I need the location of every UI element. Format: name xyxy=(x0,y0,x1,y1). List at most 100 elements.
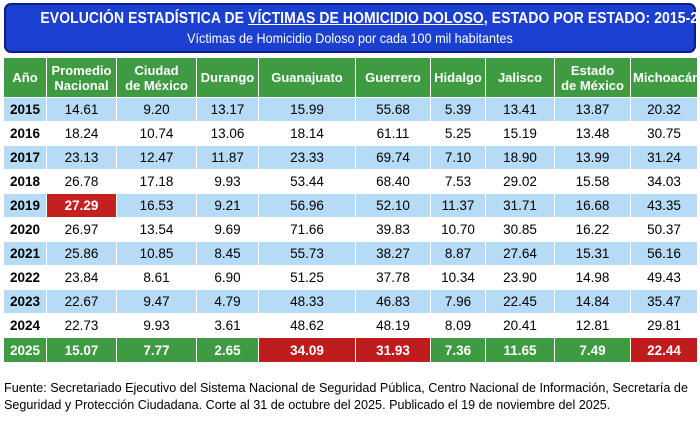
value-cell: 7.53 xyxy=(430,169,486,194)
value-cell: 23.90 xyxy=(485,265,555,290)
title-underlined: VÍCTIMAS DE HOMICIDIO DOLOSO xyxy=(248,10,484,27)
value-cell: 5.25 xyxy=(430,121,486,146)
value-cell: 61.11 xyxy=(355,121,431,146)
value-cell: 29.81 xyxy=(630,313,698,338)
value-cell: 48.33 xyxy=(258,289,356,314)
value-cell: 15.19 xyxy=(485,121,555,146)
value-cell: 43.35 xyxy=(630,193,698,218)
value-cell: 55.73 xyxy=(258,241,356,266)
value-cell: 13.87 xyxy=(554,97,631,122)
value-cell: 6.90 xyxy=(196,265,259,290)
value-cell: 8.09 xyxy=(430,313,486,338)
column-header-line: Promedio xyxy=(51,62,112,78)
value-cell: 3.61 xyxy=(196,313,259,338)
table-row: 2016 18.24 10.74 13.06 18.14 61.11 5.25 15.19 13… xyxy=(3,121,698,146)
value-cell: 14.84 xyxy=(554,289,631,314)
year-cell: 2022 xyxy=(3,265,47,290)
value-cell: 34.09 xyxy=(258,337,356,363)
value-cell: 7.36 xyxy=(430,337,486,363)
year-cell: 2025 xyxy=(3,337,47,363)
column-header: Jalisco xyxy=(485,57,555,98)
value-cell: 14.61 xyxy=(46,97,117,122)
value-cell: 46.83 xyxy=(355,289,431,314)
table-body: 2015 14.61 9.20 13.17 15.99 55.68 5.39 13.41 13.… xyxy=(3,97,698,363)
value-cell: 15.07 xyxy=(46,337,117,363)
value-cell: 12.81 xyxy=(554,313,631,338)
column-header-line: Nacional xyxy=(54,77,109,93)
value-cell: 4.79 xyxy=(196,289,259,314)
value-cell: 9.69 xyxy=(196,217,259,242)
column-header-line: Estado xyxy=(570,62,615,78)
value-cell: 11.37 xyxy=(430,193,486,218)
table-row: 2019 27.29 16.53 9.21 56.96 52.10 11.37 31.71 16… xyxy=(3,193,698,218)
title-banner: EVOLUCIÓN ESTADÍSTICA DE VÍCTIMAS DE HOM… xyxy=(4,3,700,53)
value-cell: 26.78 xyxy=(46,169,117,194)
value-cell: 31.24 xyxy=(630,145,698,170)
value-cell: 22.67 xyxy=(46,289,117,314)
value-cell: 17.18 xyxy=(116,169,197,194)
value-cell: 7.10 xyxy=(430,145,486,170)
year-cell: 2015 xyxy=(3,97,47,122)
value-cell: 50.37 xyxy=(630,217,698,242)
value-cell: 48.62 xyxy=(258,313,356,338)
value-cell: 2.65 xyxy=(196,337,259,363)
table-row: 2022 23.84 8.61 6.90 51.25 37.78 10.34 23.90 14.… xyxy=(3,265,698,290)
column-header: Ciudad de México xyxy=(116,57,197,98)
value-cell: 16.68 xyxy=(554,193,631,218)
value-cell: 49.43 xyxy=(630,265,698,290)
value-cell: 68.40 xyxy=(355,169,431,194)
value-cell: 23.84 xyxy=(46,265,117,290)
column-header: Promedio Nacional xyxy=(46,57,117,98)
value-cell: 7.77 xyxy=(116,337,197,363)
table-row: 2018 26.78 17.18 9.93 53.44 68.40 7.53 29.02 15.… xyxy=(3,169,698,194)
value-cell: 31.93 xyxy=(355,337,431,363)
value-cell: 56.16 xyxy=(630,241,698,266)
value-cell: 18.24 xyxy=(46,121,117,146)
value-cell: 30.75 xyxy=(630,121,698,146)
value-cell: 56.96 xyxy=(258,193,356,218)
value-cell: 13.54 xyxy=(116,217,197,242)
value-cell: 35.47 xyxy=(630,289,698,314)
value-cell: 13.48 xyxy=(554,121,631,146)
value-cell: 15.99 xyxy=(258,97,356,122)
table-header-row: Año Promedio Nacional Ciudad de México Durang… xyxy=(3,57,700,98)
table-row: 2015 14.61 9.20 13.17 15.99 55.68 5.39 13.41 13.… xyxy=(3,97,698,122)
value-cell: 71.66 xyxy=(258,217,356,242)
value-cell: 27.29 xyxy=(46,193,117,218)
year-cell: 2020 xyxy=(3,217,47,242)
homicide-rate-table: Año Promedio Nacional Ciudad de México Durang… xyxy=(3,57,700,363)
table-row: 2017 23.13 12.47 11.87 23.33 69.74 7.10 18.90 13… xyxy=(3,145,698,170)
value-cell: 10.85 xyxy=(116,241,197,266)
column-header-line: Año xyxy=(12,70,38,85)
column-header-line: Jalisco xyxy=(497,70,543,85)
value-cell: 9.20 xyxy=(116,97,197,122)
column-header-line: Durango xyxy=(200,70,255,85)
value-cell: 13.17 xyxy=(196,97,259,122)
value-cell: 18.90 xyxy=(485,145,555,170)
column-header: Durango xyxy=(196,57,259,98)
year-cell: 2023 xyxy=(3,289,47,314)
value-cell: 5.39 xyxy=(430,97,486,122)
value-cell: 22.73 xyxy=(46,313,117,338)
value-cell: 22.45 xyxy=(485,289,555,314)
year-cell: 2017 xyxy=(3,145,47,170)
year-cell: 2024 xyxy=(3,313,47,338)
value-cell: 30.85 xyxy=(485,217,555,242)
year-cell: 2018 xyxy=(3,169,47,194)
value-cell: 26.97 xyxy=(46,217,117,242)
value-cell: 39.83 xyxy=(355,217,431,242)
column-header: Año xyxy=(3,57,47,98)
column-header: Guanajuato xyxy=(258,57,356,98)
value-cell: 7.49 xyxy=(554,337,631,363)
title-prefix: EVOLUCIÓN ESTADÍSTICA DE xyxy=(40,10,249,27)
value-cell: 23.13 xyxy=(46,145,117,170)
page-title: EVOLUCIÓN ESTADÍSTICA DE VÍCTIMAS DE HOM… xyxy=(40,10,700,28)
value-cell: 8.87 xyxy=(430,241,486,266)
value-cell: 8.61 xyxy=(116,265,197,290)
value-cell: 10.70 xyxy=(430,217,486,242)
value-cell: 9.47 xyxy=(116,289,197,314)
column-header-line: de México xyxy=(561,77,624,93)
value-cell: 9.21 xyxy=(196,193,259,218)
value-cell: 38.27 xyxy=(355,241,431,266)
value-cell: 10.74 xyxy=(116,121,197,146)
